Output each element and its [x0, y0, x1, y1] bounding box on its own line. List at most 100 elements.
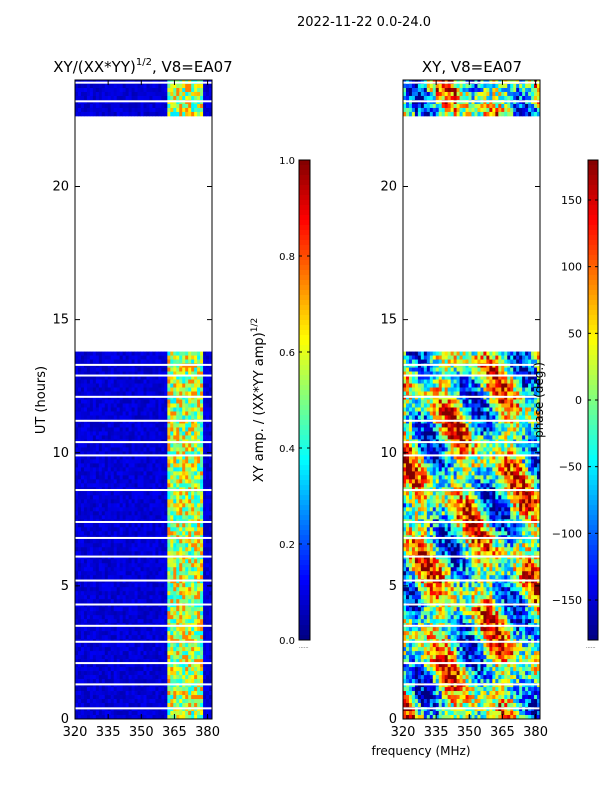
heatmap-cell — [128, 663, 132, 668]
heatmap-cell — [75, 607, 79, 612]
heatmap-cell — [101, 355, 106, 360]
heatmap-cell — [167, 567, 171, 572]
heatmap-cell — [110, 423, 115, 428]
heatmap-cell — [75, 463, 79, 468]
heatmap-cell — [149, 699, 153, 704]
flagged-row — [75, 624, 212, 627]
heatmap-cell — [98, 531, 103, 536]
heatmap-cell — [107, 547, 112, 552]
heatmap-cell — [77, 91, 82, 97]
heatmap-cell — [179, 655, 183, 660]
heatmap-cell — [200, 451, 204, 456]
heatmap-cell — [170, 615, 174, 620]
heatmap-cell — [86, 83, 91, 89]
heatmap-cell — [203, 695, 207, 700]
heatmap-cell — [75, 83, 79, 89]
heatmap-cell — [119, 359, 124, 364]
heatmap-cell — [75, 367, 79, 372]
heatmap-cell — [75, 563, 79, 568]
heatmap-cell — [197, 499, 201, 504]
heatmap-cell — [134, 651, 138, 656]
heatmap-cell — [128, 423, 132, 428]
heatmap-cell — [182, 655, 186, 660]
heatmap-cell — [197, 671, 201, 676]
heatmap-cell — [134, 703, 138, 708]
heatmap-cell — [101, 547, 106, 552]
heatmap-cell — [185, 523, 189, 528]
heatmap-cell — [152, 563, 156, 568]
heatmap-cell — [164, 531, 168, 536]
heatmap-cell — [197, 587, 201, 592]
heatmap-cell — [134, 551, 138, 556]
heatmap-cell — [203, 691, 207, 696]
heatmap-cell — [179, 351, 183, 356]
heatmap-cell — [161, 507, 165, 512]
heatmap-cell — [176, 671, 180, 676]
heatmap-cell — [113, 687, 118, 692]
heatmap-cell — [146, 355, 150, 360]
heatmap-cell — [101, 375, 106, 380]
heatmap-cell — [140, 663, 144, 668]
heatmap-cell — [164, 491, 168, 496]
heatmap-cell — [194, 455, 198, 460]
heatmap-cell — [83, 663, 88, 668]
heatmap-cell — [122, 607, 127, 612]
heatmap-cell — [116, 431, 121, 436]
heatmap-cell — [140, 635, 144, 640]
heatmap-cell — [86, 507, 91, 512]
heatmap-cell — [77, 527, 82, 532]
heatmap-cell — [122, 655, 127, 660]
heatmap-cell — [167, 615, 171, 620]
heatmap-cell — [110, 459, 115, 464]
heatmap-cell — [113, 379, 118, 384]
heatmap-cell — [158, 411, 162, 416]
heatmap-cell — [176, 635, 180, 640]
heatmap-cell — [89, 715, 94, 719]
heatmap-cell — [77, 407, 82, 412]
heatmap-cell — [200, 583, 204, 588]
heatmap-cell — [200, 399, 204, 404]
heatmap-cell — [185, 527, 189, 532]
heatmap-cell — [137, 583, 141, 588]
heatmap-cell — [191, 515, 195, 520]
heatmap-cell — [131, 367, 135, 372]
heatmap-cell — [75, 467, 79, 472]
heatmap-cell — [113, 495, 118, 500]
heatmap-cell — [191, 631, 195, 636]
heatmap-cell — [128, 615, 132, 620]
heatmap-cell — [197, 447, 201, 452]
heatmap-cell — [185, 611, 189, 616]
heatmap-cell — [206, 695, 210, 700]
heatmap-cell — [179, 375, 183, 380]
heatmap-cell — [408, 91, 413, 97]
heatmap-cell — [83, 351, 88, 356]
heatmap-cell — [188, 459, 192, 464]
heatmap-cell — [164, 571, 168, 576]
heatmap-cell — [110, 435, 115, 440]
heatmap-cell — [75, 111, 79, 117]
heatmap-cell — [80, 475, 85, 480]
heatmap-cell — [83, 107, 88, 113]
left-axes-frame — [74, 79, 213, 720]
heatmap-cell — [155, 375, 159, 380]
colorbar-tick-label: 0.8 — [279, 252, 295, 263]
heatmap-cell — [203, 703, 207, 708]
heatmap-cell — [101, 611, 106, 616]
heatmap-cell — [140, 687, 144, 692]
heatmap-cell — [134, 655, 138, 660]
heatmap-cell — [188, 523, 192, 528]
heatmap-cell — [77, 667, 82, 672]
flagged-row — [75, 374, 212, 377]
heatmap-cell — [131, 687, 135, 692]
heatmap-cell — [164, 647, 168, 652]
heatmap-cell — [489, 83, 493, 89]
heatmap-cell — [89, 527, 94, 532]
heatmap-cell — [113, 715, 118, 719]
heatmap-cell — [101, 587, 106, 592]
heatmap-cell — [432, 83, 437, 89]
heatmap-cell — [158, 91, 162, 97]
heatmap-cell — [122, 671, 127, 676]
heatmap-cell — [110, 371, 115, 376]
heatmap-cell — [191, 583, 195, 588]
heatmap-cell — [137, 631, 141, 636]
